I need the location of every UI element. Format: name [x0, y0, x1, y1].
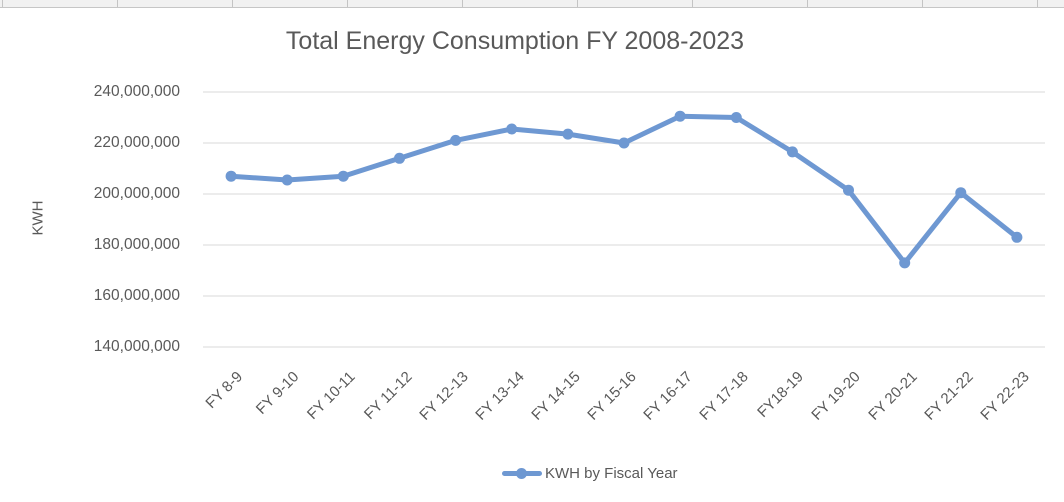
- data-point-marker: [281, 174, 293, 186]
- data-point-marker: [450, 134, 462, 146]
- data-point-marker: [674, 110, 686, 122]
- data-point-marker: [337, 170, 349, 182]
- legend-dot-icon: [516, 467, 527, 479]
- data-point-marker: [506, 123, 518, 135]
- data-point-marker: [899, 257, 911, 269]
- y-tick-label: 140,000,000: [93, 338, 180, 355]
- data-point-marker: [394, 152, 405, 164]
- data-point-marker: [225, 170, 237, 182]
- data-point-marker: [730, 112, 742, 123]
- y-tick-label: 180,000,000: [93, 236, 180, 253]
- spreadsheet-column-header-strip: [0, 0, 1064, 8]
- chart-title[interactable]: Total Energy Consumption FY 2008-2023: [285, 27, 745, 55]
- y-tick-label: 200,000,000: [93, 185, 180, 202]
- y-tick-label: 160,000,000: [93, 287, 180, 304]
- data-point-marker: [562, 128, 574, 140]
- legend-series-label: KWH by Fiscal Year: [545, 464, 678, 482]
- data-point-marker: [1011, 231, 1023, 243]
- data-point-marker: [786, 146, 798, 158]
- data-point-marker: [618, 137, 630, 149]
- data-point-marker: [843, 184, 854, 196]
- legend[interactable]: KWH by Fiscal Year: [502, 464, 678, 482]
- y-tick-label: 240,000,000: [93, 83, 180, 100]
- y-tick-label: 220,000,000: [93, 134, 180, 151]
- data-point-marker: [955, 187, 967, 199]
- legend-series-marker-icon: [502, 467, 542, 479]
